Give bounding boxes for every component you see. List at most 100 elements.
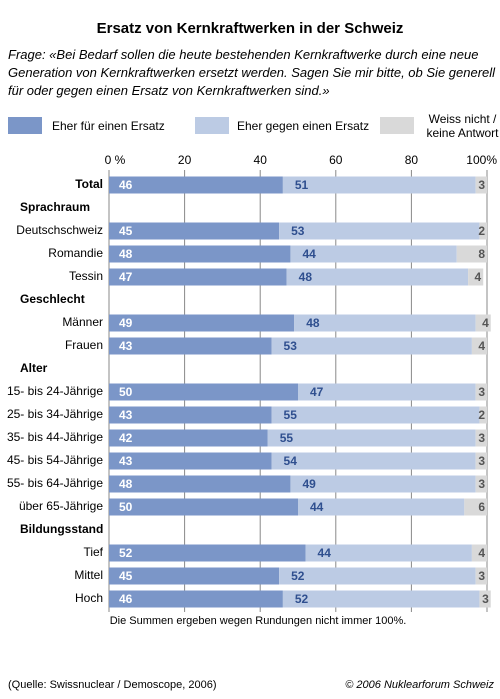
bar-segment <box>290 475 476 493</box>
value-label: 49 <box>302 477 316 491</box>
value-label: 53 <box>291 224 305 238</box>
bar-segment <box>109 268 287 286</box>
value-label: 3 <box>478 569 485 583</box>
bar-segment <box>109 475 291 493</box>
value-label: 48 <box>119 477 133 491</box>
value-label: 43 <box>119 339 133 353</box>
bar-segment <box>109 222 280 240</box>
chart-title: Ersatz von Kernkraftwerken in der Schwei… <box>96 20 404 37</box>
bar-segment <box>475 176 487 194</box>
value-label: 42 <box>119 431 133 445</box>
value-label: 8 <box>478 247 485 261</box>
bar-segment <box>471 544 487 562</box>
bar-segment <box>109 406 272 424</box>
bar-segment <box>271 337 472 355</box>
category-label: Deutschschweiz <box>16 223 103 237</box>
category-label: 35- bis 44-Jährige <box>7 430 103 444</box>
bar-segment <box>479 222 487 240</box>
legend-label: Weiss nicht / keine Antwort <box>426 112 499 140</box>
group-header: Alter <box>20 361 48 375</box>
category-label: Tief <box>83 545 103 559</box>
value-label: 48 <box>119 247 133 261</box>
bar-segment <box>468 268 484 286</box>
value-label: 49 <box>119 316 133 330</box>
value-label: 44 <box>302 247 316 261</box>
legend-label: Eher für einen Ersatz <box>52 119 165 133</box>
x-tick-label: 20 <box>178 153 192 167</box>
value-label: 48 <box>306 316 320 330</box>
bar-segment <box>109 498 298 516</box>
value-label: 2 <box>478 408 485 422</box>
category-label: 55- bis 64-Jährige <box>7 476 103 490</box>
value-label: 47 <box>310 385 324 399</box>
bar-segment <box>475 314 491 332</box>
bar-segment <box>109 314 295 332</box>
value-label: 52 <box>119 546 133 560</box>
bar-segment <box>279 567 476 585</box>
value-label: 6 <box>478 500 485 514</box>
value-label: 52 <box>291 569 305 583</box>
value-label: 3 <box>478 385 485 399</box>
bar-segment <box>282 590 480 608</box>
bar-segment <box>298 498 465 516</box>
x-tick-label: 40 <box>254 153 268 167</box>
value-label: 3 <box>478 178 485 192</box>
value-label: 50 <box>119 385 133 399</box>
category-label: Romandie <box>48 246 103 260</box>
value-label: 4 <box>478 339 485 353</box>
value-label: 48 <box>299 270 313 284</box>
bar-segment <box>475 429 487 447</box>
value-label: 2 <box>478 224 485 238</box>
bar-segment <box>290 245 457 263</box>
category-label: Hoch <box>75 591 103 605</box>
bar-segment <box>267 429 476 447</box>
category-label: 25- bis 34-Jährige <box>7 407 103 421</box>
bar-segment <box>271 452 476 470</box>
legend-swatch <box>380 117 414 134</box>
bar-segment <box>475 452 487 470</box>
category-label: 15- bis 24-Jährige <box>7 384 103 398</box>
x-tick-label: 100% <box>466 153 497 167</box>
bar-segment <box>109 176 283 194</box>
value-label: 43 <box>119 454 133 468</box>
value-label: 50 <box>119 500 133 514</box>
group-header: Bildungsstand <box>20 522 103 536</box>
bar-segment <box>298 383 476 401</box>
value-label: 51 <box>295 178 309 192</box>
category-label: Mittel <box>74 568 103 582</box>
value-label: 47 <box>119 270 133 284</box>
bar-segment <box>479 406 487 424</box>
value-label: 46 <box>119 178 133 192</box>
x-tick-label: 60 <box>329 153 343 167</box>
x-tick-label: 80 <box>405 153 419 167</box>
bar-segment <box>305 544 472 562</box>
value-label: 45 <box>119 569 133 583</box>
bar-segment <box>479 590 491 608</box>
value-label: 3 <box>482 592 489 606</box>
category-label: Total <box>75 177 103 191</box>
value-label: 45 <box>119 224 133 238</box>
value-label: 54 <box>284 454 298 468</box>
subtitle: Frage: «Bei Bedarf sollen die heute best… <box>8 47 496 98</box>
bar-segment <box>475 475 487 493</box>
bar-segment <box>109 429 268 447</box>
legend-label: Eher gegen einen Ersatz <box>237 119 370 133</box>
value-label: 3 <box>478 454 485 468</box>
category-label: 45- bis 54-Jährige <box>7 453 103 467</box>
legend-swatch <box>195 117 229 134</box>
bar-segment <box>109 452 272 470</box>
bar-segment <box>109 245 291 263</box>
copyright: © 2006 Nuklearforum Schweiz <box>345 679 494 691</box>
value-label: 52 <box>295 592 309 606</box>
bar-segment <box>109 544 306 562</box>
category-label: über 65-Jährige <box>19 499 103 513</box>
bar-segment <box>471 337 487 355</box>
legend-swatch <box>8 117 42 134</box>
bar-segment <box>109 337 272 355</box>
source: (Quelle: Swissnuclear / Demoscope, 2006) <box>8 679 217 691</box>
group-header: Sprachraum <box>20 200 90 214</box>
bar-segment <box>286 268 469 286</box>
value-label: 4 <box>482 316 489 330</box>
